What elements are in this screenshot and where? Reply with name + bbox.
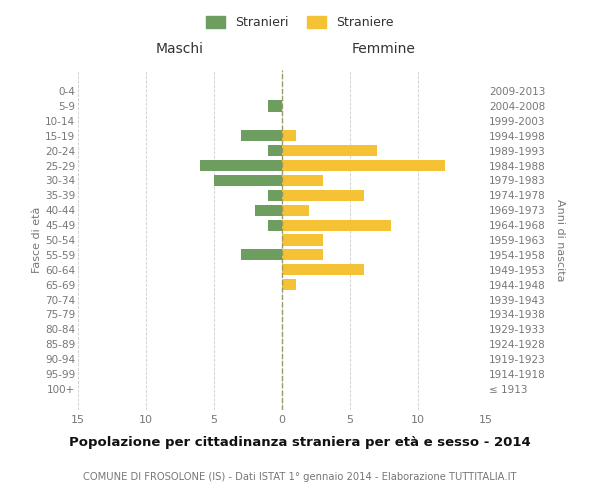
Y-axis label: Fasce di età: Fasce di età [32,207,42,273]
Bar [282,204,309,216]
Bar [214,175,282,186]
Text: Femmine: Femmine [352,42,416,56]
Text: COMUNE DI FROSOLONE (IS) - Dati ISTAT 1° gennaio 2014 - Elaborazione TUTTITALIA.: COMUNE DI FROSOLONE (IS) - Dati ISTAT 1°… [83,472,517,482]
Bar [282,279,296,290]
Bar [200,160,282,171]
Bar [268,145,282,156]
Bar [282,175,323,186]
Text: Maschi: Maschi [156,42,204,56]
Bar [282,220,391,230]
Bar [282,264,364,276]
Bar [268,100,282,112]
Bar [282,190,364,201]
Bar [282,250,323,260]
Bar [255,204,282,216]
Text: Popolazione per cittadinanza straniera per età e sesso - 2014: Popolazione per cittadinanza straniera p… [69,436,531,449]
Legend: Stranieri, Straniere: Stranieri, Straniere [202,11,398,34]
Bar [241,250,282,260]
Bar [282,145,377,156]
Bar [282,160,445,171]
Bar [241,130,282,141]
Bar [268,220,282,230]
Bar [268,190,282,201]
Y-axis label: Anni di nascita: Anni di nascita [555,198,565,281]
Bar [282,130,296,141]
Bar [282,234,323,246]
